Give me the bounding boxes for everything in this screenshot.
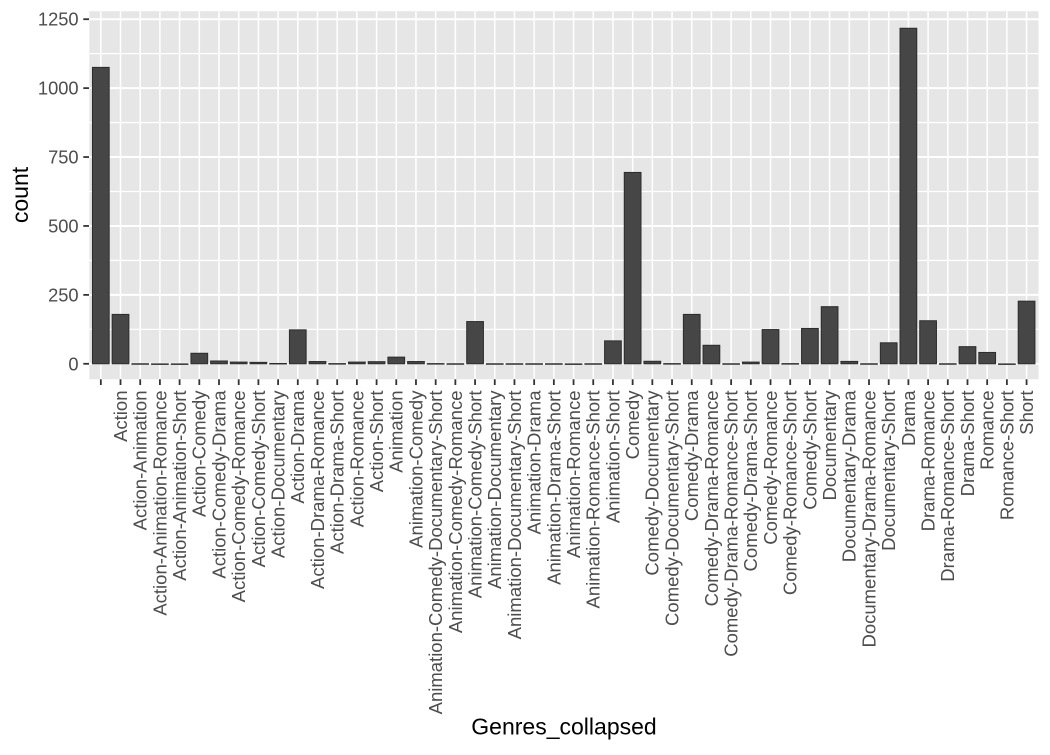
svg-text:Action-Romance: Action-Romance — [346, 391, 367, 528]
svg-text:1000: 1000 — [38, 78, 79, 99]
svg-text:Comedy-Drama: Comedy-Drama — [681, 390, 702, 521]
svg-text:Drama: Drama — [898, 390, 919, 446]
svg-text:Documentary-Drama-Romance: Documentary-Drama-Romance — [858, 391, 879, 648]
svg-text:Animation-Documentary-Short: Animation-Documentary-Short — [504, 391, 525, 640]
svg-text:Drama-Romance-Short: Drama-Romance-Short — [937, 390, 958, 581]
svg-text:750: 750 — [48, 147, 79, 168]
svg-text:Action-Drama-Short: Action-Drama-Short — [327, 391, 348, 554]
svg-text:Action-Drama-Romance: Action-Drama-Romance — [307, 391, 328, 589]
svg-text:Comedy-Drama-Romance-Short: Comedy-Drama-Romance-Short — [721, 391, 742, 657]
svg-text:Action-Comedy-Drama: Action-Comedy-Drama — [208, 390, 229, 579]
svg-text:Animation-Comedy-Short: Animation-Comedy-Short — [464, 390, 485, 598]
svg-text:Animation-Romance-Short: Animation-Romance-Short — [583, 391, 604, 609]
svg-text:Action-Comedy: Action-Comedy — [189, 390, 210, 517]
svg-text:Drama-Romance: Drama-Romance — [917, 391, 938, 532]
svg-text:Animation-Drama: Animation-Drama — [524, 390, 545, 535]
svg-text:Action: Action — [110, 391, 131, 442]
svg-text:Comedy-Drama-Romance: Comedy-Drama-Romance — [701, 391, 722, 607]
svg-text:Comedy-Romance: Comedy-Romance — [760, 391, 781, 545]
svg-text:Comedy: Comedy — [622, 390, 643, 460]
svg-text:Comedy-Drama-Short: Comedy-Drama-Short — [740, 391, 761, 572]
svg-text:Action-Animation-Romance: Action-Animation-Romance — [149, 391, 170, 616]
svg-text:1250: 1250 — [38, 9, 79, 30]
svg-text:Animation-Romance: Animation-Romance — [563, 391, 584, 559]
svg-text:Comedy-Documentary: Comedy-Documentary — [642, 390, 663, 576]
svg-text:Documentary-Short: Documentary-Short — [878, 391, 899, 551]
svg-text:Romance: Romance — [977, 391, 998, 470]
svg-text:Drama-Short: Drama-Short — [957, 391, 978, 497]
svg-text:Action-Comedy-Short: Action-Comedy-Short — [248, 391, 269, 568]
svg-text:Comedy-Documentary-Short: Comedy-Documentary-Short — [661, 391, 682, 626]
svg-text:Animation-Short: Animation-Short — [602, 391, 623, 524]
svg-text:Action-Drama: Action-Drama — [287, 390, 308, 504]
svg-text:Action-Animation-Short: Action-Animation-Short — [169, 391, 190, 581]
svg-text:Action-Comedy-Romance: Action-Comedy-Romance — [228, 391, 249, 603]
svg-text:0: 0 — [68, 353, 78, 374]
svg-text:Animation-Comedy-Documentary-S: Animation-Comedy-Documentary-Short — [425, 391, 446, 715]
svg-text:Action-Animation: Action-Animation — [130, 391, 151, 531]
svg-text:Animation-Comedy-Romance: Animation-Comedy-Romance — [445, 391, 466, 634]
svg-text:count: count — [7, 166, 33, 223]
svg-text:Documentary: Documentary — [819, 390, 840, 501]
svg-text:250: 250 — [48, 284, 79, 305]
svg-text:Animation-Comedy: Animation-Comedy — [405, 390, 426, 548]
svg-text:Documentary-Drama: Documentary-Drama — [839, 390, 860, 562]
svg-text:Action-Short: Action-Short — [366, 391, 387, 493]
svg-text:Animation-Documentary: Animation-Documentary — [484, 390, 505, 589]
svg-text:Comedy-Short: Comedy-Short — [799, 391, 820, 510]
svg-text:Action-Documentary: Action-Documentary — [267, 390, 288, 558]
svg-text:Animation: Animation — [386, 391, 407, 473]
svg-text:Romance-Short: Romance-Short — [996, 391, 1017, 521]
svg-text:500: 500 — [48, 215, 79, 236]
svg-text:Comedy-Romance-Short: Comedy-Romance-Short — [780, 391, 801, 596]
svg-text:Genres_collapsed: Genres_collapsed — [471, 713, 656, 739]
svg-text:Short: Short — [1016, 391, 1037, 435]
svg-text:Animation-Drama-Short: Animation-Drama-Short — [543, 391, 564, 585]
